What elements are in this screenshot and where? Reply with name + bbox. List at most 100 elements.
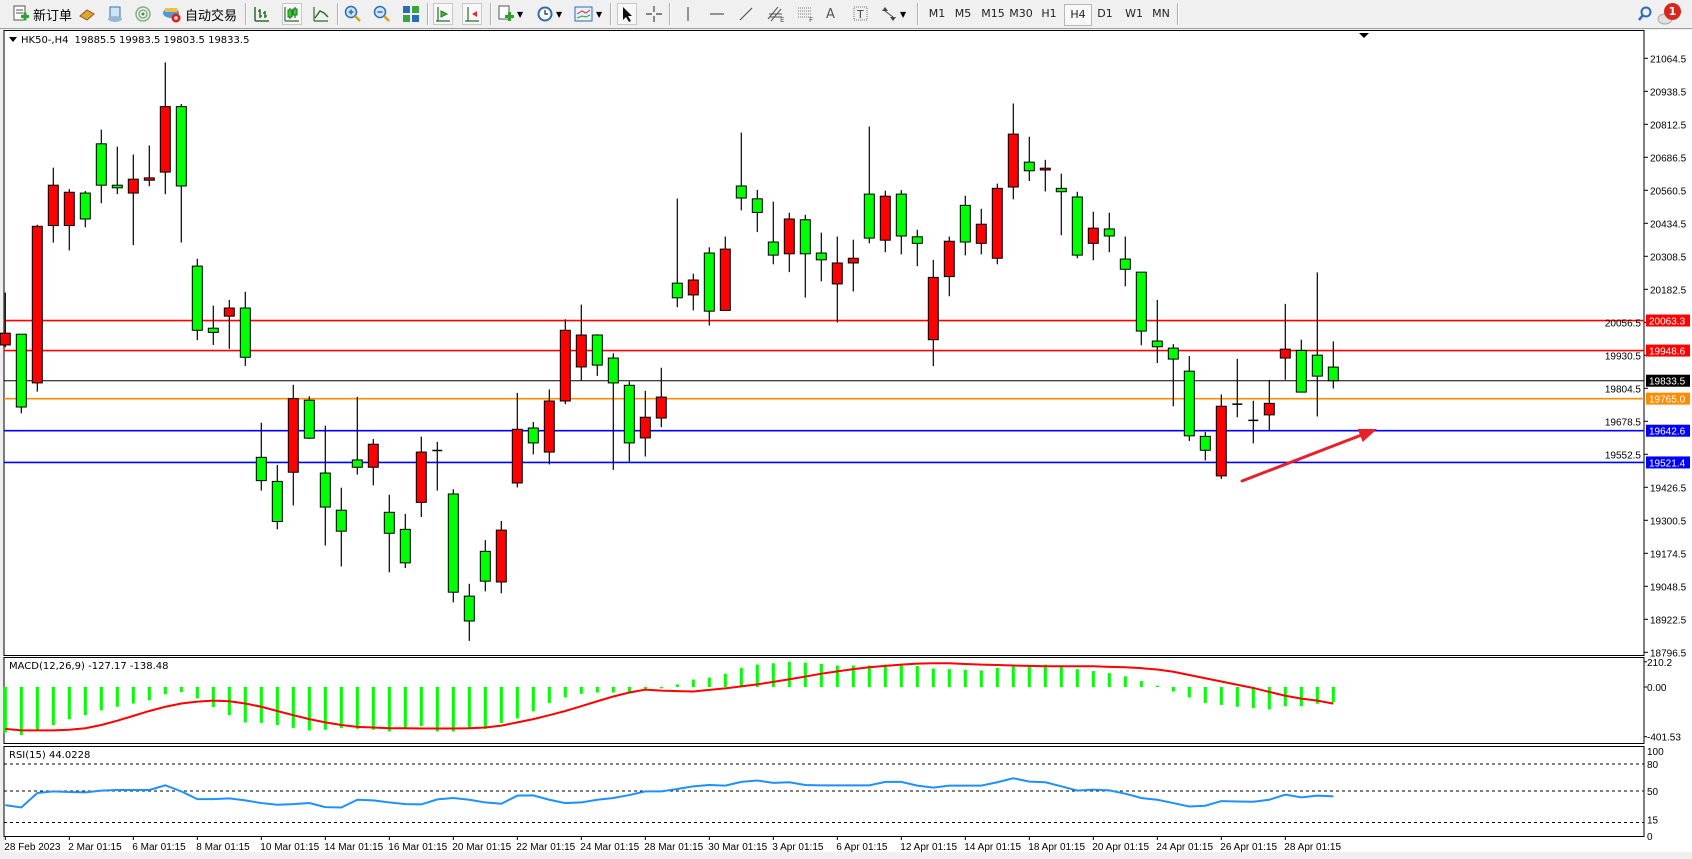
- candle-body: [687, 279, 699, 296]
- macd-histogram-bar: [3, 687, 7, 733]
- candle-body: [303, 399, 315, 439]
- periods-button[interactable]: ▼: [536, 4, 562, 24]
- signals-button[interactable]: [134, 4, 152, 24]
- candle-body: [1007, 133, 1019, 188]
- timeframe-m30[interactable]: M30: [1009, 7, 1033, 20]
- rsi-axis-label: 100: [1647, 747, 1664, 758]
- chevron-down-icon[interactable]: ▼: [517, 9, 524, 19]
- search-button[interactable]: [1636, 4, 1654, 24]
- chart-shift-button[interactable]: [462, 3, 482, 25]
- time-label: 12 Apr 01:15: [900, 842, 957, 853]
- bar-chart-icon: [254, 7, 269, 22]
- macd-histogram-bar: [211, 687, 215, 708]
- line-chart-button[interactable]: [312, 4, 330, 24]
- price-tick-label: 19048.5: [1650, 582, 1687, 593]
- chevron-down-icon[interactable]: ▼: [556, 9, 563, 19]
- candle-body: [15, 333, 27, 408]
- timeframe-mn[interactable]: MN: [1152, 7, 1170, 20]
- candle-body: [623, 384, 635, 444]
- candle-body: [1311, 354, 1323, 377]
- timeframe-m5[interactable]: M5: [954, 7, 972, 20]
- svg-text:E: E: [780, 16, 784, 23]
- vertical-line-button[interactable]: [679, 4, 697, 24]
- chevron-down-icon[interactable]: ▼: [596, 9, 603, 19]
- market-watch-button[interactable]: [106, 4, 124, 24]
- zoom-out-button[interactable]: [373, 4, 391, 24]
- chevron-down-icon[interactable]: ▼: [900, 9, 907, 19]
- price-axis: 21064.5 20938.5 20812.5 20686.5 20560.5 20434…: [1605, 54, 1687, 659]
- arrow-shaft[interactable]: [1240, 433, 1362, 483]
- candle-body: [1167, 347, 1179, 360]
- fibonacci-button[interactable]: F: [796, 4, 816, 24]
- collapse-triangle-icon[interactable]: [9, 37, 17, 42]
- candle-body: [463, 595, 475, 622]
- bar-chart-button[interactable]: [253, 4, 271, 24]
- equidistant-channel-button[interactable]: E: [766, 4, 786, 24]
- trendline-button[interactable]: [737, 4, 755, 24]
- text-button[interactable]: A: [826, 4, 835, 24]
- rsi-label: RSI(15) 44.0228: [9, 750, 90, 761]
- timeframe-m1[interactable]: M1: [928, 7, 946, 20]
- arrow-head[interactable]: [1357, 428, 1377, 443]
- annotation-arrow[interactable]: [1240, 428, 1377, 483]
- time-label: 6 Mar 01:15: [132, 842, 186, 853]
- macd-axis-label: 210.2: [1647, 658, 1672, 669]
- candle-body: [1263, 402, 1275, 416]
- cursor-button[interactable]: [617, 3, 637, 25]
- auto-scroll-button[interactable]: [433, 3, 453, 25]
- timeframe-h4[interactable]: H4: [1064, 4, 1092, 26]
- macd-histogram-bar: [803, 662, 807, 687]
- macd-histogram-bar: [979, 670, 983, 687]
- macd-histogram-bar: [99, 687, 103, 711]
- gold-bars-button[interactable]: [78, 4, 96, 24]
- timeframe-w1[interactable]: W1: [1125, 7, 1143, 20]
- crosshair-button[interactable]: [645, 4, 663, 24]
- candle-body: [287, 398, 299, 473]
- new-order-button[interactable]: 新订单: [12, 4, 72, 24]
- macd-histogram-bar: [131, 687, 135, 704]
- macd-histogram-bar: [1203, 687, 1207, 703]
- gold-bars-icon: [79, 9, 95, 21]
- chart-shift-marker-icon[interactable]: [1359, 33, 1369, 38]
- notification-badge[interactable]: 1: [1664, 3, 1681, 20]
- auto-trade-button[interactable]: 自动交易: [162, 4, 237, 24]
- macd-histogram-bar: [83, 687, 87, 716]
- candle-body: [703, 252, 715, 312]
- macd-histogram-bar: [419, 687, 423, 727]
- macd-histogram-bar: [467, 687, 471, 729]
- toolbar-separator: [337, 3, 339, 25]
- candle-body: [847, 257, 859, 264]
- cursor-icon: [623, 7, 632, 22]
- timeframe-d1[interactable]: D1: [1097, 7, 1113, 20]
- new-chart-button[interactable]: ▼: [497, 4, 523, 24]
- arrows-button[interactable]: ▼: [880, 4, 906, 24]
- level-label-box: [1646, 424, 1690, 437]
- timeframe-m15[interactable]: M15: [981, 7, 1005, 20]
- candle-body: [383, 511, 395, 534]
- candlestick-button[interactable]: [282, 3, 302, 25]
- macd-histogram-bar: [627, 687, 631, 692]
- candle-body: [655, 396, 667, 419]
- macd-histogram-bar: [1251, 687, 1255, 709]
- periods-clock-icon: [537, 6, 553, 22]
- zoom-in-button[interactable]: [344, 4, 362, 24]
- macd-histogram-bar: [579, 687, 583, 694]
- auto-trade-icon: [163, 8, 181, 23]
- candle-body: [255, 456, 267, 482]
- time-label: 24 Mar 01:15: [580, 842, 639, 853]
- equidistant-channel-icon: E: [767, 6, 784, 23]
- templates-button[interactable]: ▼: [574, 4, 602, 24]
- text-label-button[interactable]: T: [852, 4, 870, 24]
- timeframe-h1[interactable]: H1: [1041, 7, 1057, 20]
- candle-body: [943, 240, 955, 278]
- macd-histogram-bar: [595, 687, 599, 693]
- tile-windows-button[interactable]: [402, 4, 420, 24]
- candle-body: [831, 262, 843, 285]
- tile-windows-icon: [403, 6, 419, 22]
- horizontal-line-button[interactable]: [708, 4, 726, 24]
- macd-histogram-bar: [1235, 687, 1239, 707]
- zoom-out-icon: [373, 5, 390, 22]
- candle-body: [911, 236, 923, 244]
- time-label: 14 Mar 01:15: [324, 842, 383, 853]
